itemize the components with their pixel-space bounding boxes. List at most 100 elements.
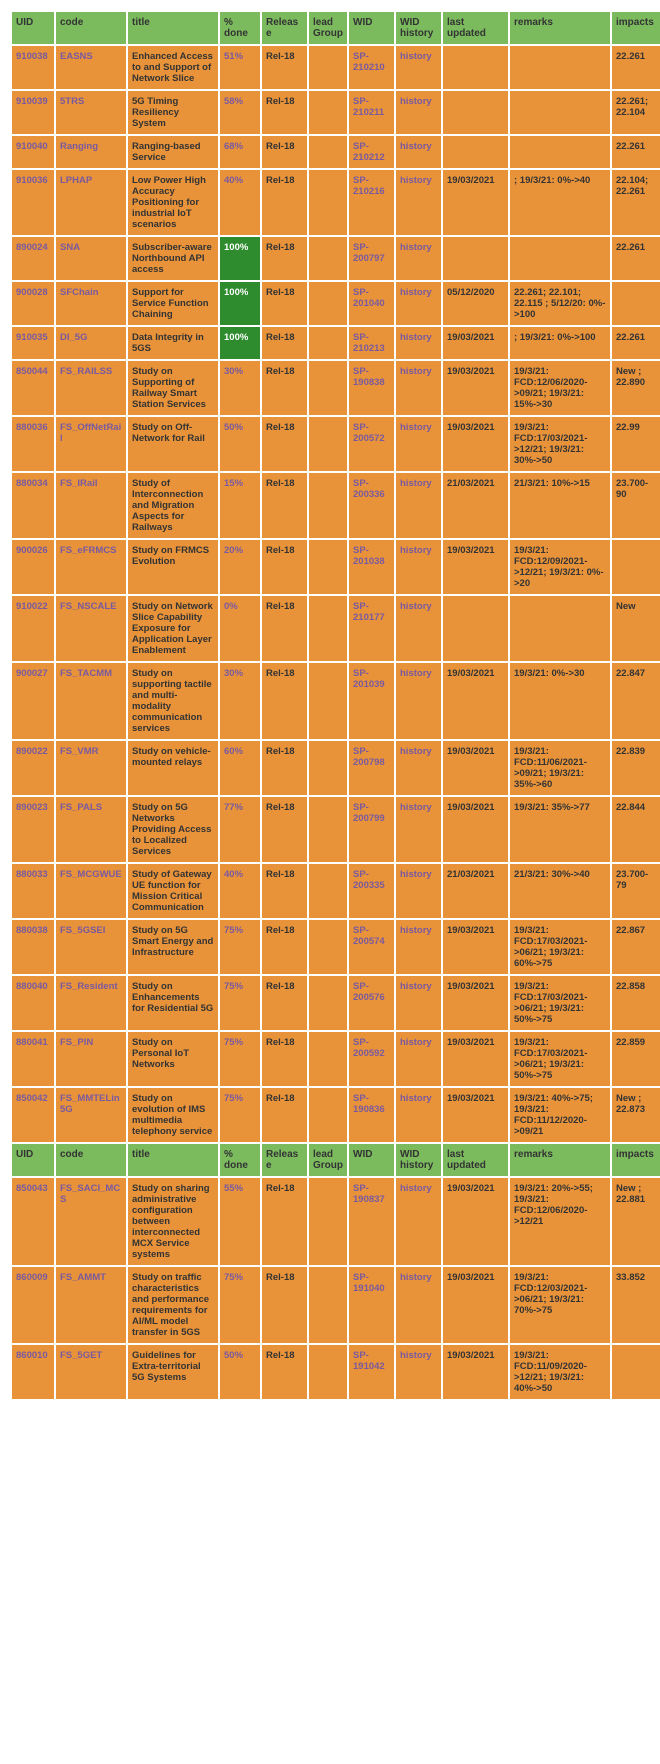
cell-wid-link[interactable]: SP-200335 [353,869,385,891]
cell-code-link[interactable]: FS_PIN [60,1037,93,1048]
cell-wid-history-link[interactable]: history [400,478,432,489]
cell-wid-history-link[interactable]: history [400,601,432,612]
cell-code-link[interactable]: FS_eFRMCS [60,545,116,556]
cell-code-link[interactable]: FS_MCGWUE [60,869,122,880]
cell-wid-history-link[interactable]: history [400,141,432,152]
cell-pct-link[interactable]: 75% [224,981,243,992]
cell-code-link[interactable]: FS_MMTELin5G [60,1093,120,1115]
cell-wid-link[interactable]: SP-191040 [353,1272,385,1294]
cell-wid-history-link[interactable]: history [400,925,432,936]
cell-uid[interactable]: 880034 [12,473,54,538]
cell-pct-link[interactable]: 30% [224,366,243,377]
cell-uid[interactable]: 880038 [12,920,54,974]
cell-uid[interactable]: 850043 [12,1178,54,1265]
cell-uid-link[interactable]: 910040 [16,141,48,152]
cell-wid-history-link[interactable]: history [400,1183,432,1194]
cell-wid[interactable]: SP-200335 [349,864,394,918]
cell-code[interactable]: DI_5G [56,327,126,359]
cell-wid[interactable]: SP-190838 [349,361,394,415]
cell-uid[interactable]: 880036 [12,417,54,471]
cell-wid-history-link[interactable]: history [400,746,432,757]
cell-wid-history-link[interactable]: history [400,668,432,679]
cell-wid[interactable]: SP-200572 [349,417,394,471]
cell-uid[interactable]: 890022 [12,741,54,795]
cell-wid-history-link[interactable]: history [400,51,432,62]
cell-uid[interactable]: 910035 [12,327,54,359]
cell-wid-link[interactable]: SP-200798 [353,746,385,768]
cell-wid-history[interactable]: history [396,1178,441,1265]
cell-uid[interactable]: 860010 [12,1345,54,1399]
cell-wid[interactable]: SP-191042 [349,1345,394,1399]
cell-wid-link[interactable]: SP-200576 [353,981,385,1003]
cell-wid[interactable]: SP-200592 [349,1032,394,1086]
cell-uid[interactable]: 910039 [12,91,54,134]
cell-code[interactable]: FS_TACMM [56,663,126,739]
cell-wid-link[interactable]: SP-210211 [353,96,384,118]
cell-code-link[interactable]: FS_NSCALE [60,601,116,612]
cell-pct-link[interactable]: 75% [224,1037,243,1048]
cell-uid[interactable]: 850042 [12,1088,54,1142]
cell-wid-link[interactable]: SP-210213 [353,332,385,354]
col-7[interactable]: WID history [396,1144,441,1176]
cell-code-link[interactable]: FS_5GET [60,1350,102,1361]
cell-wid-link[interactable]: SP-200799 [353,802,385,824]
cell-pct-link[interactable]: 77% [224,802,243,813]
cell-uid-link[interactable]: 890023 [16,802,48,813]
cell-wid-history-link[interactable]: history [400,287,432,298]
cell-code[interactable]: FS_RAILSS [56,361,126,415]
cell-wid-link[interactable]: SP-200574 [353,925,385,947]
cell-wid-history-link[interactable]: history [400,366,432,377]
cell-wid[interactable]: SP-210211 [349,91,394,134]
cell-pct-link[interactable]: 0% [224,601,238,612]
cell-wid[interactable]: SP-201038 [349,540,394,594]
cell-wid-history-link[interactable]: history [400,422,432,433]
cell-wid-link[interactable]: SP-210216 [353,175,385,197]
cell-wid-history[interactable]: history [396,417,441,471]
cell-pct-link[interactable]: 50% [224,1350,243,1361]
col-title[interactable]: title [128,12,218,44]
cell-uid-link[interactable]: 890024 [16,242,48,253]
cell-wid-history[interactable]: history [396,797,441,862]
cell-code-link[interactable]: FS_PALS [60,802,102,813]
cell-code[interactable]: SNA [56,237,126,280]
cell-wid[interactable]: SP-200798 [349,741,394,795]
col-0[interactable]: UID [12,1144,54,1176]
cell-wid-history-link[interactable]: history [400,802,432,813]
cell-uid[interactable]: 900027 [12,663,54,739]
cell-code[interactable]: FS_MMTELin5G [56,1088,126,1142]
col-lead-group[interactable]: lead Group [309,12,347,44]
col-impacts[interactable]: impacts [612,12,660,44]
cell-uid-link[interactable]: 860009 [16,1272,48,1283]
cell-wid-history[interactable]: history [396,282,441,325]
cell-wid[interactable]: SP-190837 [349,1178,394,1265]
cell-wid[interactable]: SP-200797 [349,237,394,280]
cell-wid-history-link[interactable]: history [400,96,432,107]
cell-wid-history-link[interactable]: history [400,1272,432,1283]
cell-uid-link[interactable]: 900027 [16,668,48,679]
cell-uid-link[interactable]: 880038 [16,925,48,936]
cell-uid-link[interactable]: 900026 [16,545,48,556]
cell-wid-link[interactable]: SP-200572 [353,422,385,444]
cell-pct-link[interactable]: 75% [224,1093,243,1104]
cell-uid-link[interactable]: 850043 [16,1183,48,1194]
col-last-updated[interactable]: last updated [443,12,508,44]
cell-wid-history[interactable]: history [396,864,441,918]
cell-wid-history[interactable]: history [396,1032,441,1086]
cell-uid[interactable]: 900026 [12,540,54,594]
col-8[interactable]: last updated [443,1144,508,1176]
cell-wid-history-link[interactable]: history [400,1093,432,1104]
cell-code[interactable]: FS_PIN [56,1032,126,1086]
cell-pct-link[interactable]: 68% [224,141,243,152]
cell-code-link[interactable]: FS_IRail [60,478,98,489]
col-remarks[interactable]: remarks [510,12,610,44]
cell-code-link[interactable]: SNA [60,242,80,253]
cell-uid[interactable]: 860009 [12,1267,54,1343]
cell-uid-link[interactable]: 910038 [16,51,48,62]
cell-code[interactable]: Ranging [56,136,126,168]
col-9[interactable]: remarks [510,1144,610,1176]
cell-wid-link[interactable]: SP-200592 [353,1037,385,1059]
cell-code[interactable]: FS_Resident [56,976,126,1030]
cell-wid-history[interactable]: history [396,540,441,594]
cell-wid[interactable]: SP-200799 [349,797,394,862]
cell-uid-link[interactable]: 880033 [16,869,48,880]
